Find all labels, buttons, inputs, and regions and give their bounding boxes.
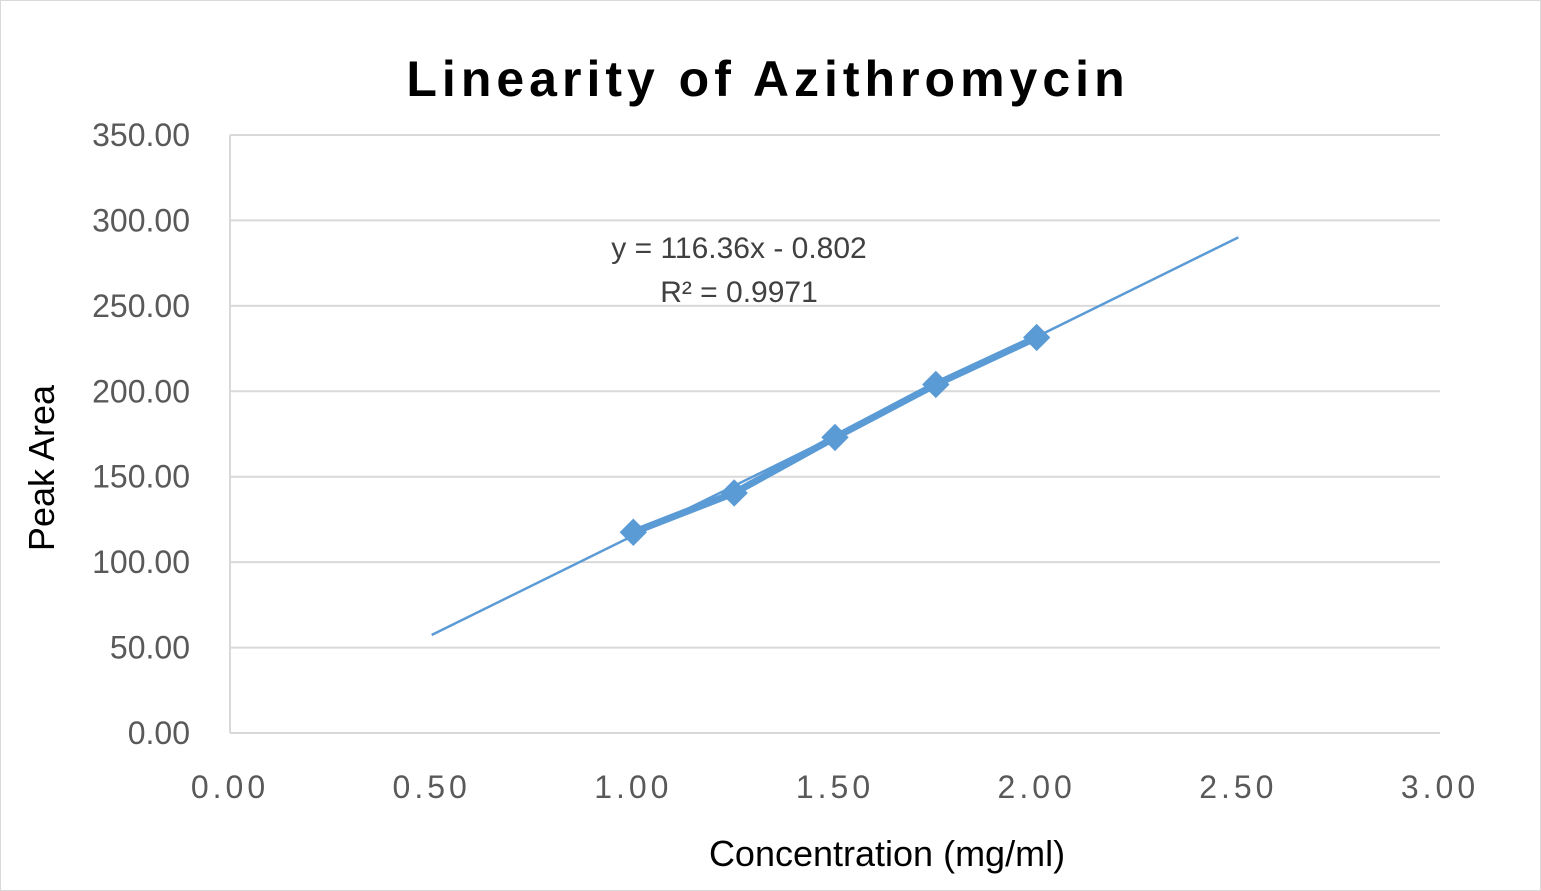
y-tick-label: 200.00 bbox=[92, 373, 190, 409]
chart-title: Linearity of Azithromycin bbox=[406, 51, 1129, 107]
x-axis-label: Concentration (mg/ml) bbox=[709, 833, 1065, 874]
trendline-equation: y = 116.36x - 0.802 bbox=[611, 232, 866, 265]
x-tick-label: 3.00 bbox=[1401, 769, 1479, 805]
y-tick-label: 250.00 bbox=[92, 288, 190, 324]
x-tick-label: 2.50 bbox=[1199, 769, 1277, 805]
data-point-diamond bbox=[821, 423, 849, 452]
data-point-diamond bbox=[619, 518, 648, 546]
y-tick-label: 350.00 bbox=[92, 117, 190, 153]
y-axis-label: Peak Area bbox=[21, 384, 62, 551]
data-point-diamond bbox=[720, 479, 748, 507]
y-tick-label: 0.00 bbox=[128, 715, 190, 751]
x-tick-label: 1.50 bbox=[796, 769, 874, 805]
x-tick-label: 0.00 bbox=[191, 769, 269, 805]
x-tick-label: 1.00 bbox=[594, 769, 672, 805]
data-point-diamond bbox=[1022, 323, 1051, 352]
y-tick-label: 300.00 bbox=[92, 202, 190, 238]
y-tick-label: 100.00 bbox=[92, 544, 190, 580]
data-point-diamond bbox=[922, 370, 950, 399]
trendline-r-squared: R² = 0.9971 bbox=[660, 276, 818, 309]
grid-lines bbox=[229, 134, 1440, 734]
y-tick-label: 50.00 bbox=[110, 630, 190, 666]
y-tick-label: 150.00 bbox=[92, 459, 190, 495]
y-axis-ticks: 0.00 50.00 100.00 150.00 200.00 250.00 300.00 3… bbox=[92, 117, 190, 751]
x-axis-ticks: 0.00 0.50 1.00 1.50 2.00 2.50 3.00 bbox=[191, 769, 1479, 805]
x-tick-label: 0.50 bbox=[393, 769, 471, 805]
x-tick-label: 2.00 bbox=[998, 769, 1076, 805]
data-points bbox=[619, 323, 1051, 546]
